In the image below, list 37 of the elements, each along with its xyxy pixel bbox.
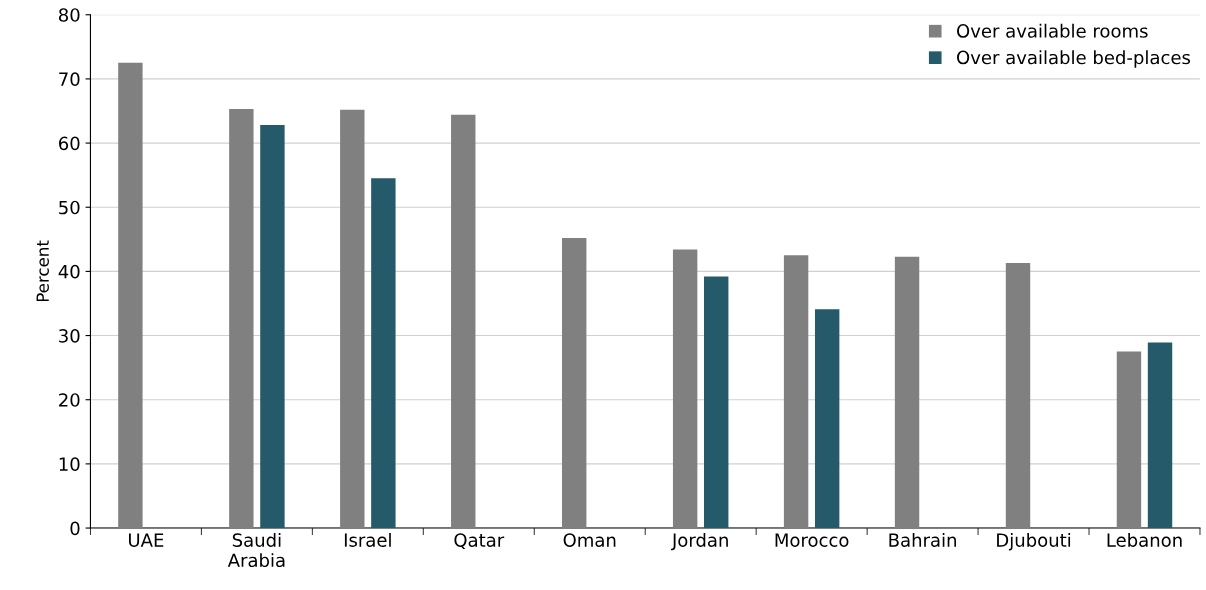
bar [672, 249, 698, 529]
x-tick-label: Qatar [454, 533, 505, 549]
bar [260, 125, 285, 529]
x-tick-label: Lebanon [1107, 532, 1182, 547]
y-tick-label: 80 [58, 8, 80, 22]
x-tick-label: Morocco [775, 533, 849, 547]
bar [1005, 263, 1031, 529]
x-tick-label: Jordan [671, 532, 728, 551]
bar [783, 255, 809, 529]
y-tick-label: 0 [70, 521, 80, 536]
bar [371, 178, 396, 529]
y-axis-title: Percent [36, 240, 49, 302]
y-tick-label: 40 [58, 264, 80, 279]
legend-label: Over available bed-places [957, 50, 1191, 68]
y-tick-label: 70 [59, 72, 80, 87]
x-tick-label: Djubouti [997, 532, 1071, 551]
y-tick-label: 10 [59, 457, 80, 471]
bar [340, 109, 365, 529]
bar [562, 238, 587, 529]
x-tick-label: Israel [344, 532, 391, 547]
x-tick-label: Saudi Arabia [227, 532, 285, 568]
y-tick-label: 30 [59, 329, 80, 343]
bar [894, 256, 920, 529]
legend-label: Over available rooms [957, 23, 1148, 38]
x-tick-label: UAE [129, 533, 164, 547]
bar [814, 309, 840, 529]
bar [118, 62, 143, 529]
x-tick-label: Oman [563, 533, 616, 547]
bar [704, 276, 729, 529]
y-tick-label: 50 [59, 200, 80, 215]
x-tick-label: Bahrain [889, 532, 956, 547]
y-tick-label: 60 [59, 136, 80, 151]
bar [451, 114, 476, 529]
y-tick-label: 20 [59, 393, 80, 407]
bar [229, 109, 254, 529]
bar [1116, 351, 1142, 529]
bar [1147, 342, 1173, 529]
